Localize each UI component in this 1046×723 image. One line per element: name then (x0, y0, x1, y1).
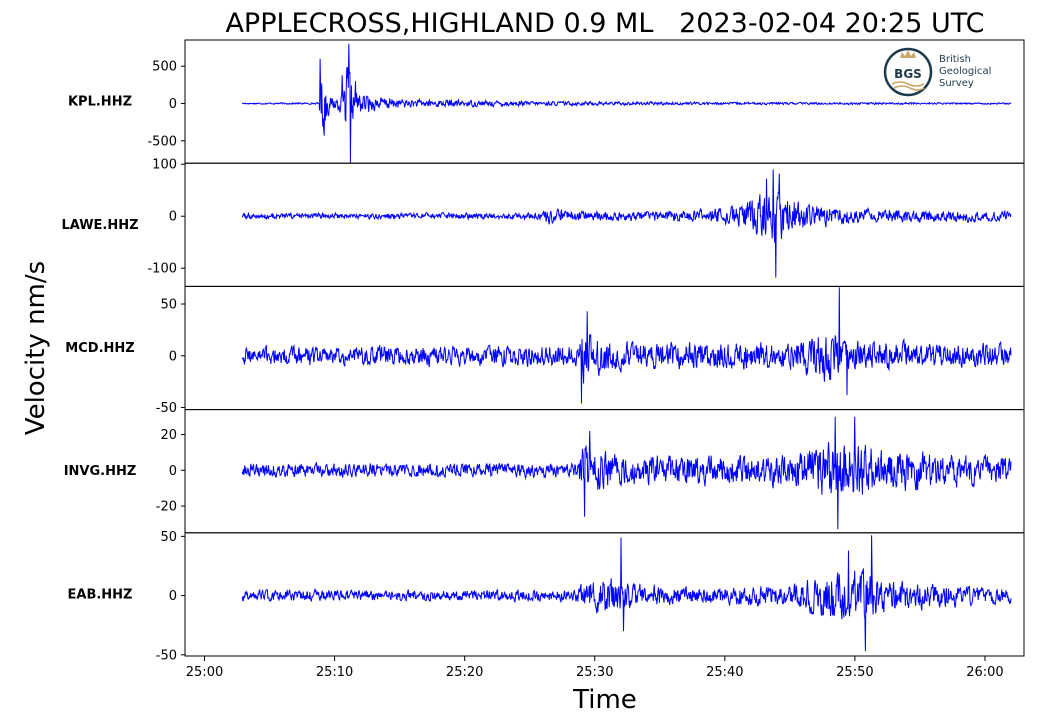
panel-frame (184, 285, 1025, 411)
x-axis-ticks: 25:00 25:10 25:20 25:30 25:40 25:50 26:00 (186, 656, 1004, 680)
waveform-trace (241, 416, 1012, 530)
waveform-trace (241, 43, 1012, 163)
bgs-logo-line-1: British (939, 54, 971, 65)
y-tick-label: 50 (160, 530, 177, 545)
x-tick-label: 26:00 (966, 665, 1003, 680)
y-tick-label: -500 (147, 134, 177, 149)
y-tick-label: 0 (169, 464, 177, 479)
panel-eab-hhz: 50 0 -50 EAB.HHZ (68, 530, 1025, 663)
chart-title: APPLECROSS,HIGHLAND 0.9 ML 2023-02-04 20… (225, 8, 984, 39)
waveform-trace (241, 169, 1012, 278)
y-tick-label: -50 (156, 401, 177, 416)
x-tick-label: 25:40 (706, 665, 743, 680)
x-tick-label: 25:30 (576, 665, 613, 680)
x-tick-label: 25:20 (446, 665, 483, 680)
y-tick-label: 0 (169, 349, 177, 364)
waveform-trace (241, 535, 1012, 652)
y-tick-label: -20 (156, 500, 177, 515)
y-tick-label: 100 (152, 158, 177, 173)
y-tick-label: 0 (169, 589, 177, 604)
bgs-logo-mark: BGS (894, 67, 922, 81)
x-tick-label: 25:00 (186, 665, 223, 680)
y-axis-label: Velocity nm/s (21, 261, 51, 435)
bgs-logo: BGS British Geological Survey (883, 47, 991, 97)
panels-group: 5000-500KPL.HHZ1000-100LAWE.HHZ500-50MCD… (61, 39, 1025, 663)
station-label: MCD.HHZ (65, 341, 134, 356)
panel-frame (184, 532, 1025, 657)
panel-invg-hhz: 20 0 -20 INVG.HHZ (64, 409, 1025, 534)
bgs-logo-ring (883, 47, 933, 97)
station-label: LAWE.HHZ (61, 218, 138, 233)
waves-icon (891, 81, 925, 91)
y-tick-label: -50 (156, 648, 177, 663)
bgs-logo-line-2: Geological (939, 66, 991, 77)
station-label: EAB.HHZ (68, 587, 133, 602)
panel-frame (184, 162, 1025, 287)
waveform-trace (241, 287, 1012, 404)
crown-icon (900, 50, 916, 58)
x-tick-label: 25:50 (836, 665, 873, 680)
station-label: INVG.HHZ (64, 464, 137, 479)
y-tick-label: 50 (160, 298, 177, 313)
y-tick-label: 20 (160, 428, 177, 443)
y-tick-label: 500 (152, 60, 177, 75)
station-label: KPL.HHZ (68, 95, 132, 110)
panel-mcd-hhz: 50 0 -50 MCD.HHZ (65, 285, 1025, 416)
x-tick-label: 25:10 (316, 665, 353, 680)
x-axis-label: Time (572, 685, 637, 715)
y-tick-label: 0 (169, 210, 177, 225)
panel-kpl-hhz: 500 0 -500 KPL.HHZ (68, 39, 1025, 164)
y-tick-label: 0 (169, 97, 177, 112)
bgs-logo-line-3: Survey (939, 78, 974, 89)
y-tick-label: -100 (147, 262, 177, 277)
panel-lawe-hhz: 100 0 -100 LAWE.HHZ (61, 158, 1025, 287)
